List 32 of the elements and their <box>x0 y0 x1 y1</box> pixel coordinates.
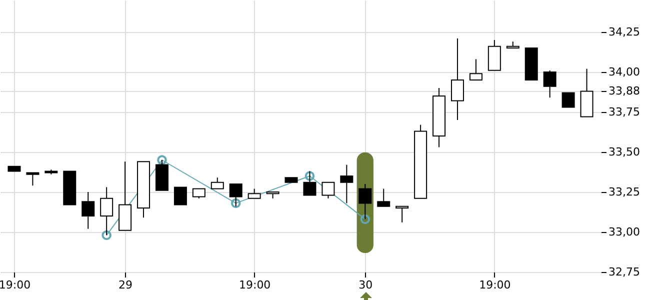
point <box>157 155 167 165</box>
y-tick-label: 34,25 <box>608 26 640 38</box>
y-tick-label: 33,88 <box>608 84 640 98</box>
candlestick <box>450 38 464 120</box>
point <box>304 171 315 181</box>
candlestick <box>210 177 224 190</box>
y-tick-label: 33,25 <box>608 186 640 198</box>
candlestick <box>26 172 40 186</box>
x-tick-label: 30 <box>358 278 373 292</box>
candlestick <box>322 182 335 199</box>
x-tick-label: 19:00 <box>0 278 31 292</box>
x-tick-label: 19:00 <box>238 278 271 292</box>
candlestick <box>248 188 261 199</box>
y-tick-label: 33,00 <box>608 226 640 238</box>
candlestick <box>396 206 409 223</box>
candlestick <box>377 188 390 207</box>
candlestick <box>82 192 95 230</box>
point <box>230 198 241 208</box>
x-tick-label: 29 <box>118 278 133 292</box>
candlestick <box>303 170 316 196</box>
y-tick-label: 33,50 <box>608 146 640 158</box>
y-tick-label: 32,75 <box>608 266 640 278</box>
candlestick <box>192 188 206 199</box>
candlestick <box>174 186 187 206</box>
candlestick <box>543 70 556 98</box>
candlestick <box>229 184 242 207</box>
candlestick <box>340 164 354 204</box>
y-tick-label: 34,00 <box>608 66 640 78</box>
y-tick-label: 33,75 <box>608 106 640 118</box>
candlestick <box>562 92 575 108</box>
x-tick-label: 19:00 <box>479 278 511 292</box>
candlestick <box>469 58 482 80</box>
